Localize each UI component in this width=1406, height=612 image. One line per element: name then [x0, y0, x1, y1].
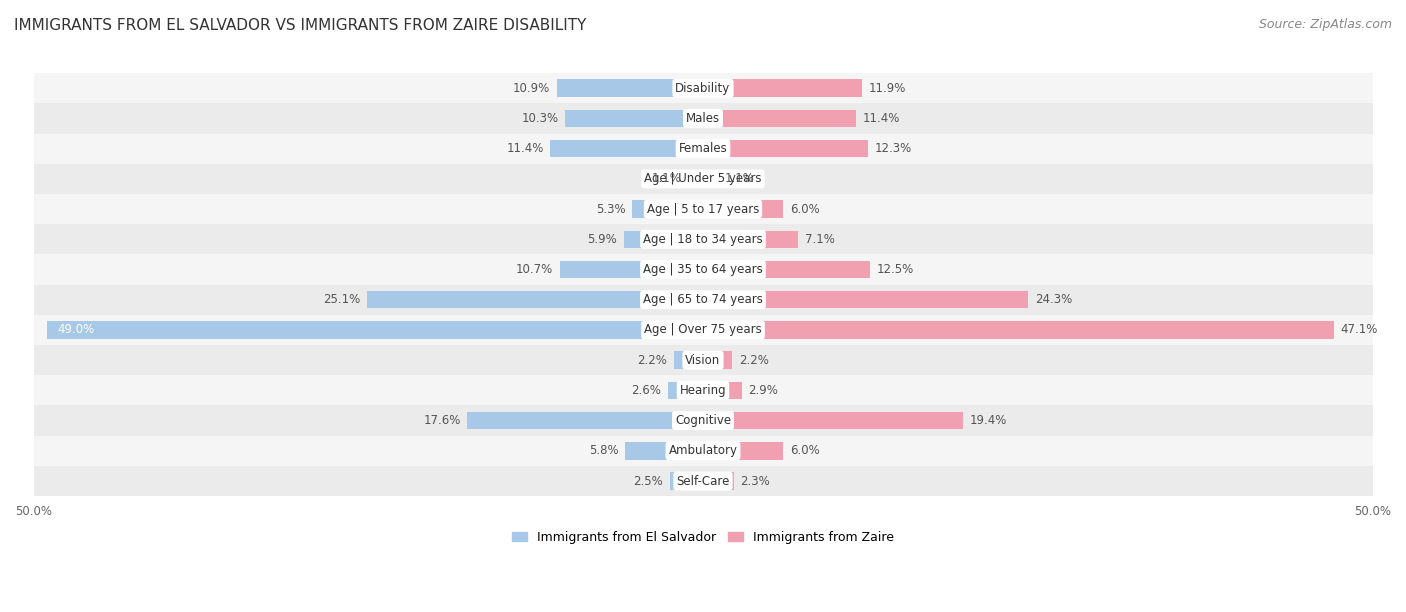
Text: 2.5%: 2.5% [633, 474, 662, 488]
Bar [557, 80, 703, 97]
Text: Source: ZipAtlas.com: Source: ZipAtlas.com [1258, 18, 1392, 31]
Text: 11.4%: 11.4% [506, 142, 544, 155]
Bar [703, 351, 733, 369]
Bar [34, 224, 1372, 255]
Bar [673, 351, 703, 369]
Bar [624, 231, 703, 248]
Text: IMMIGRANTS FROM EL SALVADOR VS IMMIGRANTS FROM ZAIRE DISABILITY: IMMIGRANTS FROM EL SALVADOR VS IMMIGRANT… [14, 18, 586, 34]
Text: 10.9%: 10.9% [513, 82, 550, 95]
Bar [34, 164, 1372, 194]
Bar [703, 261, 870, 278]
Bar [703, 200, 783, 218]
Bar [703, 170, 717, 188]
Text: 47.1%: 47.1% [1340, 323, 1378, 337]
Bar [34, 436, 1372, 466]
Bar [467, 412, 703, 430]
Bar [703, 291, 1028, 308]
Text: 24.3%: 24.3% [1035, 293, 1073, 306]
Text: 49.0%: 49.0% [58, 323, 94, 337]
Bar [34, 255, 1372, 285]
Text: 2.6%: 2.6% [631, 384, 661, 397]
Text: Age | 18 to 34 years: Age | 18 to 34 years [643, 233, 763, 246]
Text: Cognitive: Cognitive [675, 414, 731, 427]
Text: 1.1%: 1.1% [652, 173, 682, 185]
Bar [669, 472, 703, 490]
Text: Ambulatory: Ambulatory [668, 444, 738, 457]
Text: 11.9%: 11.9% [869, 82, 907, 95]
Bar [703, 231, 799, 248]
Bar [703, 382, 742, 399]
Text: 11.4%: 11.4% [862, 112, 900, 125]
Bar [550, 140, 703, 157]
Bar [34, 466, 1372, 496]
Bar [560, 261, 703, 278]
Text: 19.4%: 19.4% [970, 414, 1007, 427]
Text: Age | 5 to 17 years: Age | 5 to 17 years [647, 203, 759, 215]
Text: Females: Females [679, 142, 727, 155]
Bar [689, 170, 703, 188]
Bar [34, 194, 1372, 224]
Text: Disability: Disability [675, 82, 731, 95]
Text: Males: Males [686, 112, 720, 125]
Bar [34, 345, 1372, 375]
Bar [367, 291, 703, 308]
Bar [34, 406, 1372, 436]
Text: 5.8%: 5.8% [589, 444, 619, 457]
Text: 12.3%: 12.3% [875, 142, 911, 155]
Text: 2.2%: 2.2% [740, 354, 769, 367]
Bar [703, 472, 734, 490]
Text: Age | 35 to 64 years: Age | 35 to 64 years [643, 263, 763, 276]
Text: Vision: Vision [685, 354, 721, 367]
Bar [565, 110, 703, 127]
Text: 5.9%: 5.9% [588, 233, 617, 246]
Text: 7.1%: 7.1% [804, 233, 835, 246]
Bar [668, 382, 703, 399]
Text: 10.7%: 10.7% [516, 263, 553, 276]
Text: 25.1%: 25.1% [323, 293, 360, 306]
Text: 2.3%: 2.3% [741, 474, 770, 488]
Text: 12.5%: 12.5% [877, 263, 914, 276]
Text: Age | Under 5 years: Age | Under 5 years [644, 173, 762, 185]
Text: Hearing: Hearing [679, 384, 727, 397]
Legend: Immigrants from El Salvador, Immigrants from Zaire: Immigrants from El Salvador, Immigrants … [506, 526, 900, 549]
Bar [703, 110, 856, 127]
Bar [34, 133, 1372, 164]
Bar [34, 73, 1372, 103]
Bar [703, 321, 1334, 338]
Bar [703, 412, 963, 430]
Text: 6.0%: 6.0% [790, 203, 820, 215]
Text: 2.9%: 2.9% [748, 384, 779, 397]
Bar [34, 315, 1372, 345]
Text: 10.3%: 10.3% [522, 112, 558, 125]
Text: Age | 65 to 74 years: Age | 65 to 74 years [643, 293, 763, 306]
Text: Age | Over 75 years: Age | Over 75 years [644, 323, 762, 337]
Text: 17.6%: 17.6% [423, 414, 461, 427]
Text: 5.3%: 5.3% [596, 203, 626, 215]
Bar [703, 140, 868, 157]
Text: 1.1%: 1.1% [724, 173, 754, 185]
Bar [34, 103, 1372, 133]
Text: 6.0%: 6.0% [790, 444, 820, 457]
Text: Self-Care: Self-Care [676, 474, 730, 488]
Bar [633, 200, 703, 218]
Bar [34, 375, 1372, 406]
Bar [46, 321, 703, 338]
Bar [34, 285, 1372, 315]
Text: 2.2%: 2.2% [637, 354, 666, 367]
Bar [703, 442, 783, 460]
Bar [703, 80, 862, 97]
Bar [626, 442, 703, 460]
